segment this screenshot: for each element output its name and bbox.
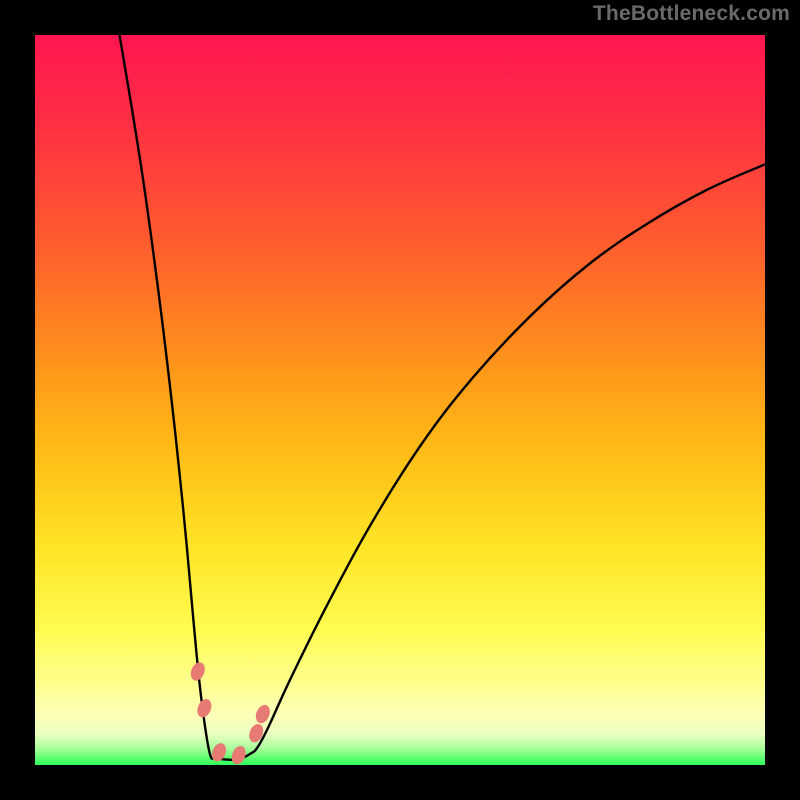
plot-area xyxy=(35,32,765,767)
figure-root: TheBottleneck.com xyxy=(0,0,800,800)
chart-svg xyxy=(0,0,800,800)
watermark-text: TheBottleneck.com xyxy=(593,2,790,26)
